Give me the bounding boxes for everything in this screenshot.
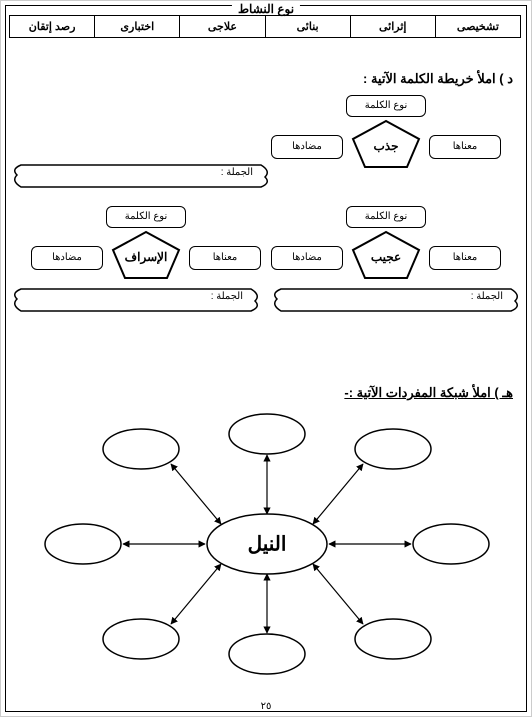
meaning-box[interactable]: معناها [189, 246, 261, 270]
activity-cell: رصد إتقان [10, 16, 95, 38]
type-box[interactable]: نوع الكلمة [346, 206, 426, 228]
sentence-banner-3[interactable]: الجملة : [11, 285, 261, 315]
activity-cell: إثرائى [350, 16, 435, 38]
meaning-box[interactable]: معناها [429, 246, 501, 270]
meaning-box[interactable]: معناها [429, 135, 501, 159]
sentence-label: الجملة : [221, 167, 253, 178]
type-box[interactable]: نوع الكلمة [346, 95, 426, 117]
sentence-label: الجملة : [471, 291, 503, 302]
page-number: ٢٥ [261, 701, 272, 712]
activity-type-table: تشخيصى إثرائى بنائى علاجى اختبارى رصد إت… [9, 15, 521, 38]
activity-cell: علاجى [180, 16, 265, 38]
sentence-banner-2[interactable]: الجملة : [271, 285, 521, 315]
word-label: عجيب [371, 250, 401, 264]
question-h-heading: هـ ) املأ شبكة المفردات الآتية :- [344, 385, 513, 401]
antonym-box[interactable]: مضادها [271, 246, 343, 270]
vocab-spider: النيل [41, 409, 493, 679]
word-label: الإسراف [125, 250, 168, 264]
activity-type-title: نوع النشاط [232, 2, 300, 16]
sentence-label: الجملة : [211, 291, 243, 302]
antonym-box[interactable]: مضادها [31, 246, 103, 270]
activity-cell: بنائى [265, 16, 350, 38]
antonym-box[interactable]: مضادها [271, 135, 343, 159]
spider-center-word: النيل [248, 532, 287, 557]
word-label: جذب [373, 139, 398, 153]
type-box[interactable]: نوع الكلمة [106, 206, 186, 228]
question-d-heading: د ) املأ خريطة الكلمة الآتية : [363, 71, 513, 87]
activity-cell: اختبارى [95, 16, 180, 38]
activity-cell: تشخيصى [435, 16, 520, 38]
sentence-banner-1[interactable]: الجملة : [11, 161, 271, 191]
